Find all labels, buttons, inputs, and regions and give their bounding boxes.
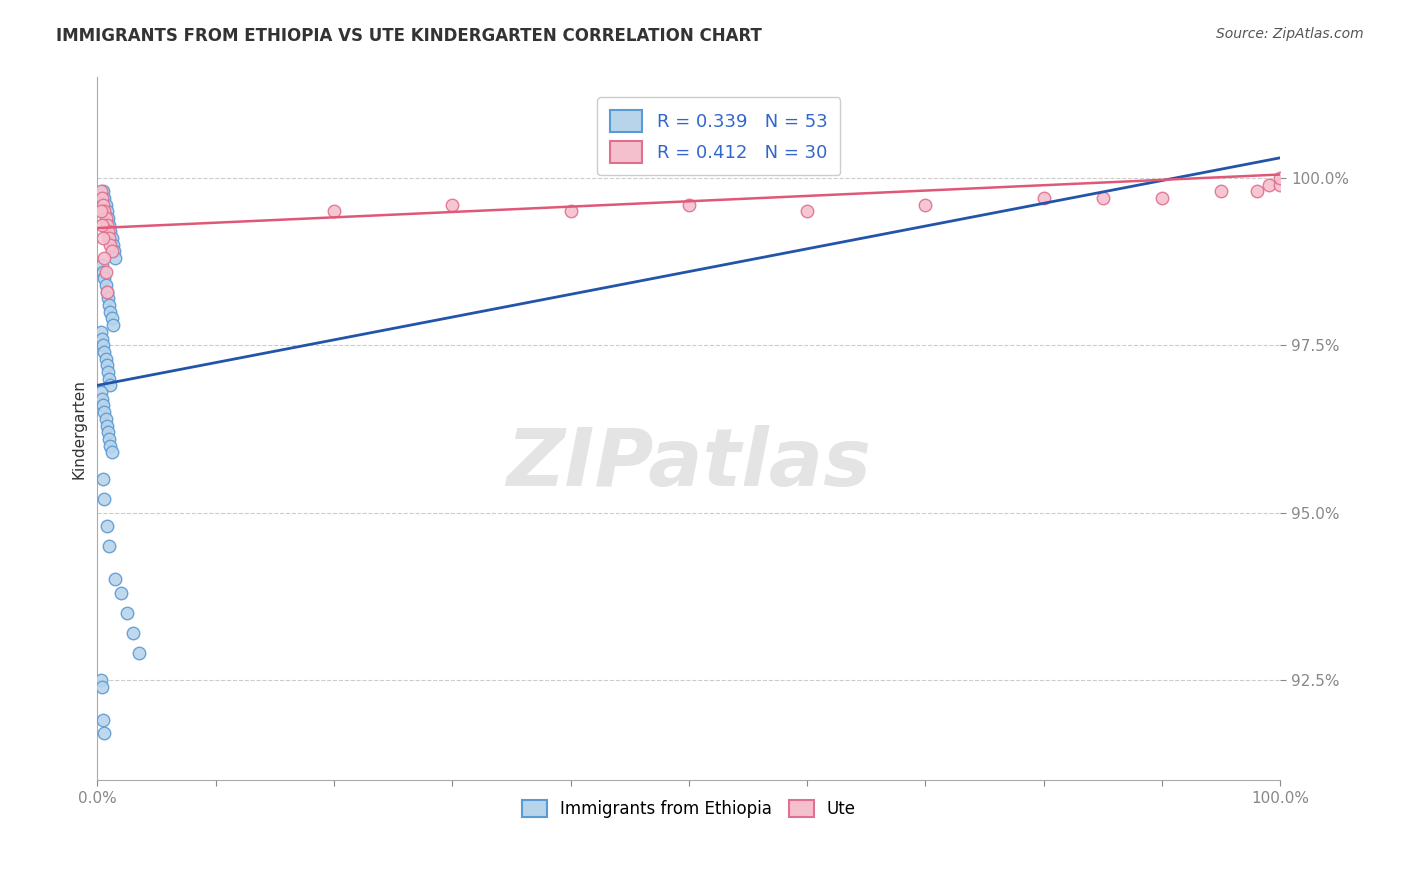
Point bbox=[91, 191, 114, 205]
Point bbox=[93, 405, 115, 419]
Point bbox=[100, 311, 122, 326]
Point bbox=[128, 646, 150, 660]
Point bbox=[100, 231, 122, 245]
Point bbox=[90, 184, 112, 198]
Point bbox=[97, 425, 120, 440]
Point bbox=[90, 385, 112, 400]
Point bbox=[560, 204, 582, 219]
Point bbox=[91, 258, 114, 272]
Point bbox=[96, 285, 118, 299]
Point bbox=[94, 264, 117, 278]
Point bbox=[90, 325, 112, 339]
Point bbox=[91, 392, 114, 406]
Text: Source: ZipAtlas.com: Source: ZipAtlas.com bbox=[1216, 27, 1364, 41]
Point bbox=[121, 626, 143, 640]
Point bbox=[91, 331, 114, 345]
Point bbox=[96, 218, 118, 232]
Point bbox=[98, 218, 121, 232]
Point bbox=[98, 372, 121, 386]
Point bbox=[441, 197, 464, 211]
Point bbox=[1270, 178, 1292, 192]
Point bbox=[103, 244, 125, 259]
Point bbox=[101, 318, 124, 332]
Point bbox=[98, 539, 121, 553]
Point bbox=[90, 673, 112, 687]
Point bbox=[94, 351, 117, 366]
Point bbox=[91, 338, 114, 352]
Point bbox=[1152, 191, 1174, 205]
Point bbox=[100, 445, 122, 459]
Point bbox=[796, 204, 818, 219]
Point bbox=[97, 291, 120, 305]
Point bbox=[98, 439, 121, 453]
Point bbox=[91, 680, 114, 694]
Point bbox=[97, 365, 120, 379]
Point bbox=[1091, 191, 1114, 205]
Text: IMMIGRANTS FROM ETHIOPIA VS UTE KINDERGARTEN CORRELATION CHART: IMMIGRANTS FROM ETHIOPIA VS UTE KINDERGA… bbox=[56, 27, 762, 45]
Point bbox=[96, 519, 118, 533]
Point bbox=[98, 304, 121, 318]
Point bbox=[914, 197, 936, 211]
Point bbox=[94, 211, 117, 225]
Point bbox=[101, 237, 124, 252]
Point bbox=[1257, 178, 1279, 192]
Point bbox=[1246, 184, 1268, 198]
Point bbox=[90, 204, 112, 219]
Legend: Immigrants from Ethiopia, Ute: Immigrants from Ethiopia, Ute bbox=[515, 793, 863, 825]
Point bbox=[91, 264, 114, 278]
Point bbox=[98, 224, 121, 238]
Y-axis label: Kindergarten: Kindergarten bbox=[72, 379, 86, 479]
Point bbox=[97, 211, 120, 225]
Point bbox=[93, 344, 115, 359]
Point bbox=[91, 472, 114, 486]
Point bbox=[96, 285, 118, 299]
Point bbox=[91, 197, 114, 211]
Point bbox=[96, 204, 118, 219]
Point bbox=[98, 237, 121, 252]
Point bbox=[91, 713, 114, 727]
Point bbox=[110, 586, 132, 600]
Point bbox=[94, 277, 117, 292]
Point bbox=[93, 271, 115, 285]
Point bbox=[94, 412, 117, 426]
Point bbox=[100, 244, 122, 259]
Point bbox=[93, 191, 115, 205]
Point bbox=[115, 606, 138, 620]
Point bbox=[1270, 170, 1292, 185]
Point bbox=[98, 432, 121, 446]
Point bbox=[93, 492, 115, 507]
Point bbox=[104, 251, 127, 265]
Text: ZIPatlas: ZIPatlas bbox=[506, 425, 872, 503]
Point bbox=[678, 197, 700, 211]
Point bbox=[93, 726, 115, 740]
Point bbox=[96, 359, 118, 373]
Point bbox=[98, 231, 121, 245]
Point bbox=[323, 204, 346, 219]
Point bbox=[91, 231, 114, 245]
Point bbox=[1032, 191, 1054, 205]
Point bbox=[104, 573, 127, 587]
Point bbox=[98, 378, 121, 392]
Point bbox=[1211, 184, 1233, 198]
Point bbox=[91, 399, 114, 413]
Point bbox=[94, 197, 117, 211]
Point bbox=[91, 218, 114, 232]
Point bbox=[91, 184, 114, 198]
Point bbox=[97, 224, 120, 238]
Point bbox=[98, 298, 121, 312]
Point bbox=[93, 251, 115, 265]
Point bbox=[93, 204, 115, 219]
Point bbox=[96, 418, 118, 433]
